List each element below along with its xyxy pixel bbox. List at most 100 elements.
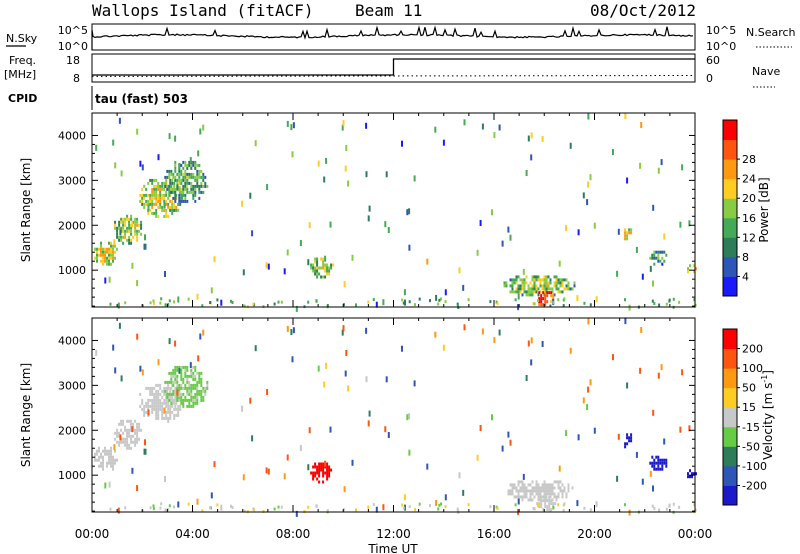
echo-cell [657, 461, 660, 465]
echo-cell [167, 398, 170, 402]
echo-cell [519, 480, 522, 484]
echo-cell [128, 220, 131, 224]
echo-cell [624, 298, 626, 302]
echo-cell [523, 492, 526, 496]
echo-cell [489, 300, 492, 304]
echo-cell [163, 181, 166, 185]
echo-cell [616, 270, 619, 277]
echo-cell [109, 302, 112, 306]
echo-cell [198, 374, 201, 378]
echo-cell [660, 364, 663, 371]
echo-cell [171, 178, 174, 182]
echo-cell [168, 184, 171, 188]
echo-cell [326, 263, 329, 267]
echo-cell [184, 181, 187, 185]
echo-cell [159, 392, 162, 396]
echo-cell [541, 278, 544, 282]
echo-cell [178, 395, 181, 399]
echo-cell [549, 483, 552, 487]
echo-cell [144, 243, 147, 250]
echo-cell [194, 365, 197, 369]
echo-cell [119, 229, 122, 236]
colorbar-tick-label: 16 [742, 212, 756, 225]
echo-cell [529, 498, 532, 502]
echo-cell [324, 460, 327, 467]
echo-cell [511, 489, 514, 493]
echo-cell [481, 123, 484, 130]
echo-cell [589, 174, 592, 181]
echo-cell [456, 302, 459, 306]
echo-cell [624, 113, 627, 120]
echo-cell [286, 120, 289, 127]
echo-cell [108, 452, 110, 456]
echo-cell [541, 495, 544, 499]
echo-cell [318, 474, 321, 478]
echo-cell [316, 468, 319, 472]
echo-cell [112, 344, 115, 351]
echo-cell [320, 257, 323, 261]
echo-cell [128, 446, 131, 450]
echo-cell [182, 184, 185, 188]
echo-cell [467, 298, 470, 302]
echo-cell [143, 184, 146, 188]
echo-cell [134, 223, 137, 227]
echo-cell [192, 398, 195, 402]
echo-cell [151, 193, 154, 197]
echo-cell [531, 284, 534, 288]
echo-cell [116, 440, 119, 444]
echo-cell [112, 461, 114, 465]
echo-cell [314, 474, 317, 478]
echo-cell [283, 473, 286, 480]
echo-cell [635, 246, 638, 253]
echo-cell [110, 458, 112, 462]
echo-cell [157, 214, 160, 218]
echo-cell [153, 202, 156, 206]
colorbar-tick-label: -100 [742, 460, 767, 473]
echo-cell [322, 257, 325, 261]
echo-cell [551, 498, 554, 502]
echo-cell [174, 163, 177, 167]
colorbar-tick-label: 24 [742, 173, 756, 186]
echo-cell [165, 178, 168, 182]
echo-cell [176, 178, 179, 182]
echo-cell [559, 281, 562, 285]
echo-cell [151, 178, 154, 182]
echo-cell [122, 229, 125, 233]
echo-cell [128, 434, 131, 438]
echo-cell [565, 225, 568, 232]
echo-cell [414, 508, 416, 512]
echo-cell [345, 145, 348, 151]
echo-cell [202, 178, 205, 182]
echo-cell [649, 265, 652, 272]
echo-cell [544, 505, 547, 509]
echo-cell [342, 120, 345, 127]
echo-cell [517, 290, 520, 294]
echo-cell [161, 187, 164, 191]
echo-cell [172, 380, 175, 384]
echo-cell [541, 284, 544, 288]
echo-cell [126, 443, 129, 447]
echo-cell [507, 489, 510, 493]
echo-cell [153, 196, 156, 200]
echo-cell [273, 302, 276, 306]
echo-cell [192, 395, 195, 399]
colorbar-swatch [723, 446, 737, 467]
echo-cell [174, 193, 177, 197]
echo-cell [159, 193, 162, 197]
echo-cell [172, 175, 175, 179]
echo-cell [163, 187, 166, 191]
echo-cell [414, 303, 416, 307]
echo-cell [190, 395, 193, 399]
echo-cell [190, 166, 193, 170]
colorbar-tick-label: -15 [742, 421, 760, 434]
echo-cell [168, 299, 171, 303]
echo-cell [188, 172, 191, 176]
echo-cell [435, 499, 438, 506]
echo-cell [151, 187, 154, 191]
echo-cell [194, 187, 197, 191]
echo-cell [252, 302, 255, 306]
echo-cell [157, 193, 160, 197]
echo-cell [108, 449, 110, 453]
echo-cell [155, 407, 158, 411]
echo-cell [149, 301, 152, 305]
